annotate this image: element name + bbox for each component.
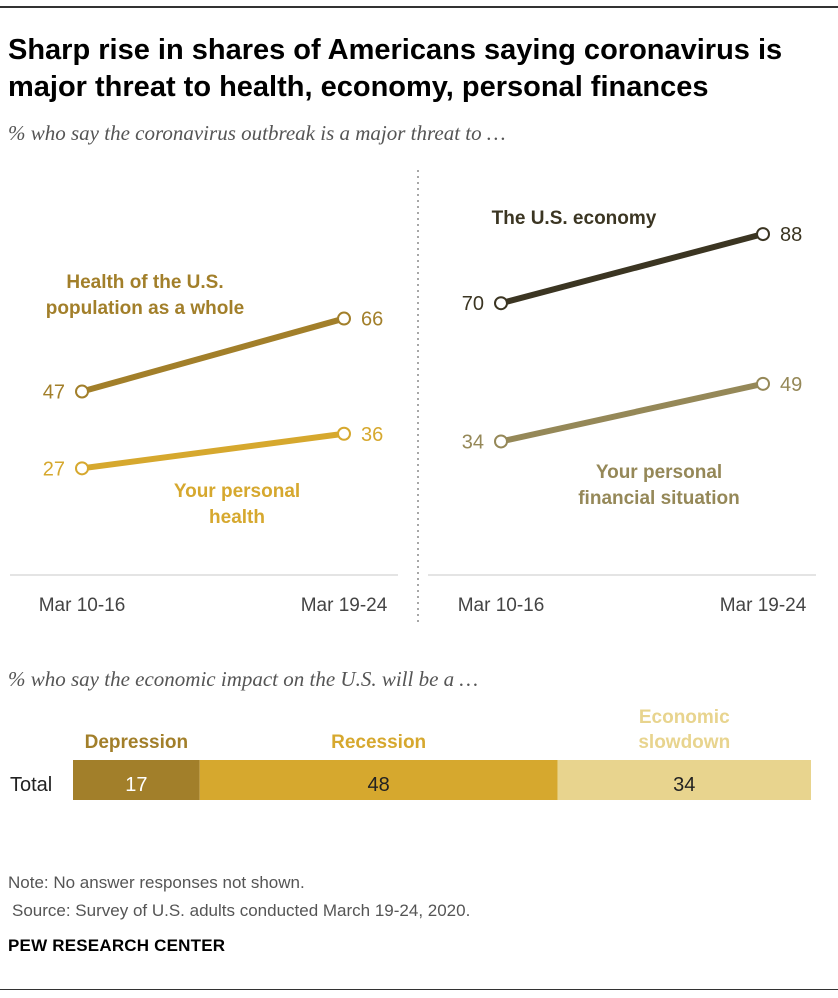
data-label: 36	[361, 424, 383, 446]
data-point	[494, 296, 508, 311]
bar-value-label: 48	[368, 774, 390, 796]
series-label: population as a whole	[46, 298, 244, 319]
series-label: health	[209, 507, 265, 528]
series-label: Health of the U.S.	[66, 272, 223, 293]
legend-label: Depression	[85, 732, 188, 753]
series-label: financial situation	[578, 488, 740, 509]
stacked-bar-chart: Total 17 Depression 48 Recession 34 Economic sl…	[10, 707, 811, 800]
bar-value-label: 34	[673, 774, 695, 796]
bar-subtitle: % who say the economic impact on the U.S…	[8, 667, 479, 691]
bar-segment	[73, 760, 200, 800]
x-tick-label: Mar 19-24	[720, 595, 807, 616]
data-label: 34	[462, 431, 484, 453]
series-label: Your personal	[174, 481, 300, 502]
series-label: The U.S. economy	[492, 208, 657, 229]
chart-subtitle: % who say the coronavirus outbreak is a …	[8, 121, 506, 145]
category-label: Total	[10, 774, 52, 796]
x-tick-label: Mar 10-16	[39, 595, 126, 616]
series-line	[81, 430, 345, 472]
legend-label: slowdown	[638, 732, 730, 753]
data-label: 88	[780, 224, 802, 246]
data-label: 47	[43, 382, 65, 404]
data-point	[75, 384, 89, 399]
data-point	[75, 461, 89, 476]
data-label: 66	[361, 309, 383, 331]
top-rule	[0, 6, 838, 8]
data-point	[756, 227, 770, 242]
x-tick-label: Mar 10-16	[458, 595, 545, 616]
legend-label: Recession	[331, 732, 426, 753]
data-point	[494, 434, 508, 449]
left-line-chart: Mar 10-16 Mar 19-24 47 66 Health of the U.S.…	[10, 272, 398, 616]
chart-title: Sharp rise in shares of Americans saying…	[8, 34, 783, 103]
data-point	[337, 311, 351, 326]
legend-label: Economic	[639, 707, 730, 728]
bar-segment	[199, 760, 558, 800]
data-point	[337, 426, 351, 441]
bar-segment	[557, 760, 811, 800]
series-label: Your personal	[596, 462, 722, 483]
data-label: 70	[462, 293, 484, 315]
bar-value-label: 17	[125, 774, 147, 796]
right-line-chart: Mar 10-16 Mar 19-24 70 88 The U.S. economy 34…	[417, 170, 816, 626]
x-tick-label: Mar 19-24	[301, 595, 388, 616]
data-label: 49	[780, 374, 802, 396]
brand-logo-text: PEW RESEARCH CENTER	[8, 936, 226, 955]
bottom-rule	[0, 989, 838, 990]
data-label: 27	[43, 458, 65, 480]
source-text: Source: Survey of U.S. adults conducted …	[12, 901, 471, 920]
series-line	[81, 315, 345, 395]
data-point	[756, 376, 770, 391]
series-line	[500, 231, 764, 307]
note-text: Note: No answer responses not shown.	[8, 873, 305, 892]
series-line	[500, 380, 764, 445]
